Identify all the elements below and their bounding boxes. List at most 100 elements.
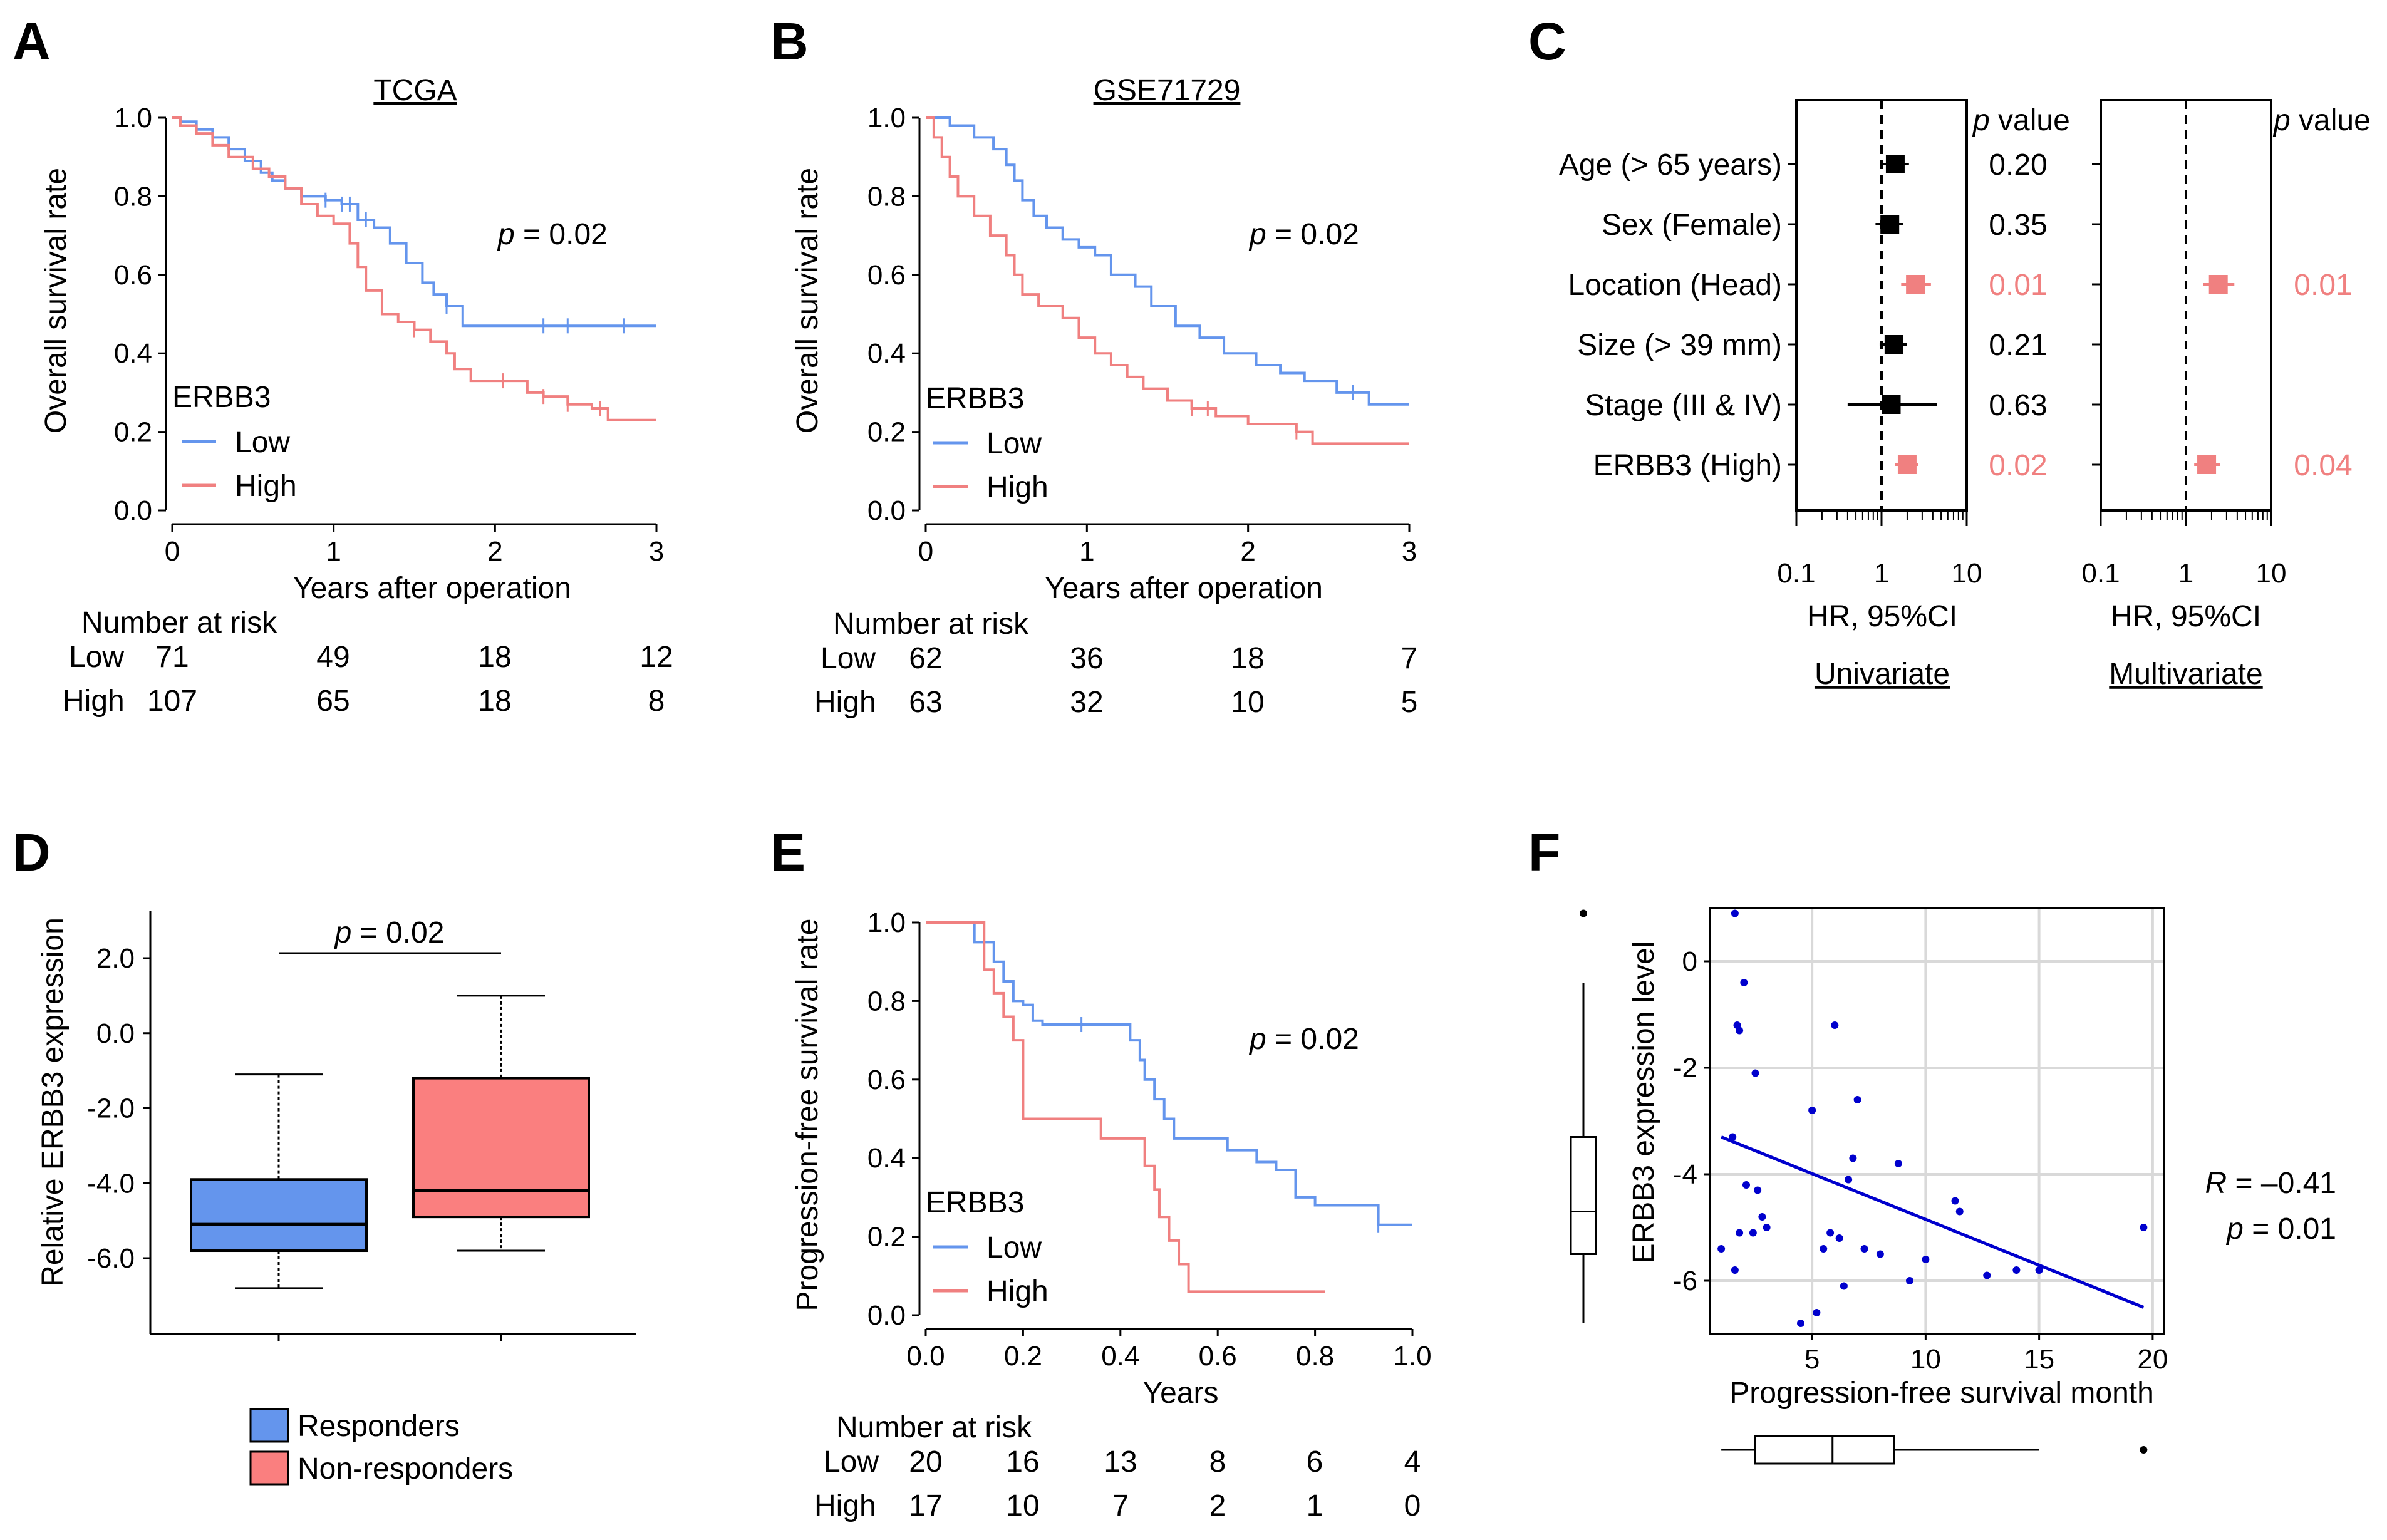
p-value: 0.63 <box>1989 389 2047 422</box>
hr-point <box>1884 335 1903 354</box>
scatter-point <box>1731 909 1739 917</box>
panel-f-r-symbol: R <box>2205 1167 2227 1200</box>
marginal-y-outlier <box>1580 909 1587 917</box>
x-tick-label: 0.4 <box>1101 1341 1139 1372</box>
km-curve-low <box>926 921 1412 1226</box>
y-tick-label: 0.2 <box>114 417 152 448</box>
risk-value-high: 8 <box>648 685 665 718</box>
km-curve-high <box>926 921 1325 1293</box>
y-tick-label: 2.0 <box>96 943 135 974</box>
x-tick-label: 1 <box>1079 536 1094 567</box>
panel-a-legend-high: High <box>235 470 297 503</box>
panel-c-pvalue-header-uni-p: p <box>1972 104 1990 137</box>
panel-e-legend-low: Low <box>986 1231 1042 1264</box>
risk-value-high: 10 <box>1231 686 1264 719</box>
p-value: 0.04 <box>2294 449 2352 482</box>
panel-b-legend-title: ERBB3 <box>926 382 1024 415</box>
hr-point <box>2197 455 2217 474</box>
panel-e-x-axis-label: Years <box>1143 1377 1219 1410</box>
panel-b-km-chart: 0.0 0.2 0.4 0.6 0.8 1.0 0 1 2 3 GSE71729 Years af… <box>791 74 1417 719</box>
scatter-point <box>1826 1229 1835 1237</box>
scatter-point <box>1736 1229 1744 1237</box>
risk-value-high: 1 <box>1307 1489 1323 1522</box>
forest-row-label: Size (> 39 mm) <box>1577 329 1782 362</box>
panel-a-risk-label-high: High <box>63 685 125 718</box>
scatter-point <box>1906 1277 1913 1284</box>
panel-f-plot-area: 5 10 15 20 -6 -4 -2 0 <box>1570 907 2168 1465</box>
scatter-point <box>1742 1181 1750 1189</box>
scatter-point <box>1763 1224 1771 1231</box>
y-tick-label: 0.6 <box>114 260 152 291</box>
x-tick-label: 1.0 <box>1393 1341 1431 1372</box>
scatter-point <box>2035 1266 2043 1274</box>
panel-f-scatter-plot: 5 10 15 20 -6 -4 -2 0 Progression-free survival… <box>1570 907 2336 1465</box>
panel-label-b: B <box>770 12 809 71</box>
p-value: 0.35 <box>1989 209 2047 242</box>
panel-e-km-chart: 0.0 0.2 0.4 0.6 0.8 1.0 0.0 0.2 0.4 0.6 0.8 1.0 Yea… <box>791 907 1432 1522</box>
scatter-point <box>1749 1229 1757 1237</box>
x-tick-label: 0 <box>165 536 180 567</box>
y-tick-label: -4 <box>1673 1159 1697 1190</box>
panel-a-risk-label-low: Low <box>69 641 124 674</box>
panel-d-legend-responders: Responders <box>298 1410 460 1443</box>
hr-point <box>1906 275 1925 294</box>
panel-b-y-axis-label: Overall survival rate <box>791 168 824 433</box>
panel-c-univariate-label: Univariate <box>1815 658 1950 691</box>
risk-value-low: 20 <box>909 1445 942 1479</box>
y-tick-label: 0.0 <box>114 495 152 526</box>
scatter-point <box>1849 1154 1857 1162</box>
panel-b-p-symbol: p <box>1248 218 1266 251</box>
scatter-point <box>1717 1245 1726 1253</box>
y-tick-label: 0.4 <box>867 338 906 369</box>
y-tick-label: -4.0 <box>87 1168 135 1199</box>
panel-e-risk-label-low: Low <box>824 1445 879 1479</box>
x-tick-label: 0.1 <box>2081 558 2120 589</box>
risk-value-high: 17 <box>909 1489 942 1522</box>
risk-value-low: 16 <box>1006 1445 1039 1479</box>
y-tick-label: 0 <box>1682 946 1697 977</box>
risk-value-high: 63 <box>909 686 942 719</box>
risk-value-high: 2 <box>1209 1489 1226 1522</box>
p-value: 0.20 <box>1989 148 2047 182</box>
scatter-point <box>1731 1266 1739 1274</box>
risk-value-high: 0 <box>1404 1489 1421 1522</box>
panel-f-r-value: = –0.41 <box>2235 1167 2336 1200</box>
y-tick-label: -6 <box>1673 1266 1697 1296</box>
risk-value-low: 4 <box>1404 1445 1421 1479</box>
panel-c-forest-plot: Age (> 65 years) Sex (Female) Location (He… <box>1559 99 2371 691</box>
y-tick-label: 0.0 <box>867 1300 906 1331</box>
scatter-point <box>1922 1256 1930 1263</box>
panel-c-pvalue-header-multi: p value <box>2272 104 2371 137</box>
panel-b-risk-label-low: Low <box>821 642 876 675</box>
x-tick-label: 3 <box>649 536 664 567</box>
panel-d-p-value: = 0.02 <box>360 916 445 949</box>
scatter-point <box>1820 1245 1828 1253</box>
panel-e-p-annotation: p = 0.02 <box>1248 1023 1359 1056</box>
panel-e-risk-title: Number at risk <box>836 1411 1032 1444</box>
panel-a-legend-title: ERBB3 <box>172 381 271 414</box>
forest-row-label: Sex (Female) <box>1602 209 1782 242</box>
panel-a-legend-low: Low <box>235 426 290 459</box>
panel-e-legend-high: High <box>986 1275 1049 1308</box>
panel-b-p-value: = 0.02 <box>1275 218 1359 251</box>
risk-value-high: 10 <box>1006 1489 1039 1522</box>
forest-row-label: Stage (III & IV) <box>1585 389 1782 422</box>
risk-value-high: 18 <box>478 685 511 718</box>
x-tick-label: 2 <box>1240 536 1255 567</box>
y-tick-label: 0.4 <box>867 1143 906 1174</box>
km-curve-high <box>172 116 656 421</box>
panel-a-p-value: = 0.02 <box>523 218 608 251</box>
panel-a-x-axis-label: Years after operation <box>293 572 571 605</box>
panel-a-p-symbol: p <box>497 218 515 251</box>
panel-a-km-chart: 0.00.20.40.60.81.00 1 2 3 TCGA Years after … <box>39 74 673 718</box>
scatter-point <box>1758 1213 1766 1221</box>
x-tick-label: 1 <box>1874 558 1889 589</box>
panel-e-y-axis-label: Progression-free survival rate <box>791 919 824 1311</box>
y-tick-label: 0.2 <box>867 417 906 448</box>
panel-c-univariate: 0.1 1 10 0.20 0.35 0.01 0.21 0.63 0.02 <box>1777 99 2048 589</box>
panel-label-a: A <box>13 12 51 71</box>
hr-point <box>2208 275 2228 294</box>
marginal-x-outlier <box>2140 1446 2148 1454</box>
risk-value-high: 7 <box>1112 1489 1129 1522</box>
panel-c-pvalue-header-uni: p value <box>1972 104 2070 137</box>
